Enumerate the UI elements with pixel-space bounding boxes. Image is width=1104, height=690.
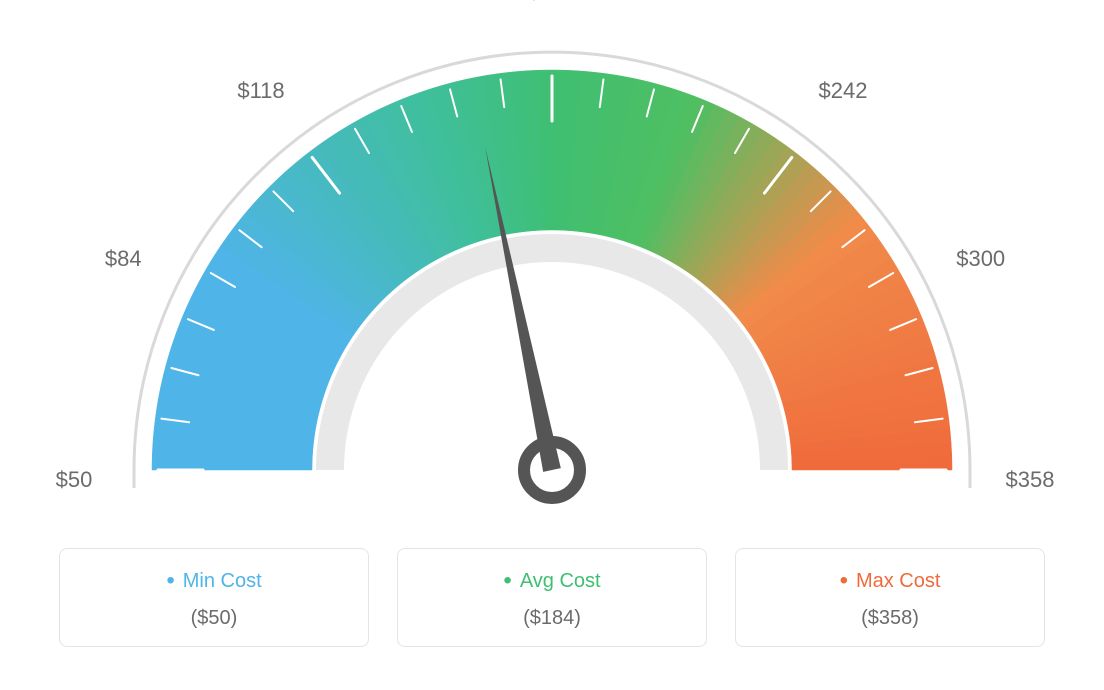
legend-max-value: ($358) — [736, 607, 1044, 630]
legend-min-label: Min Cost — [60, 567, 368, 595]
legend-avg-label: Avg Cost — [398, 567, 706, 595]
legend-card-min: Min Cost ($50) — [59, 548, 369, 647]
gauge-arc — [152, 70, 952, 470]
tick-label: $300 — [956, 246, 1005, 272]
tick-label: $358 — [1006, 467, 1055, 493]
cost-gauge: $50 $84 $118 $184 $242 $300 $358 — [0, 0, 1104, 540]
tick-label: $84 — [105, 246, 142, 272]
tick-label: $118 — [237, 78, 284, 104]
legend-row: Min Cost ($50) Avg Cost ($184) Max Cost … — [0, 548, 1104, 647]
legend-card-max: Max Cost ($358) — [735, 548, 1045, 647]
legend-max-label: Max Cost — [736, 567, 1044, 595]
tick-label: $242 — [819, 78, 868, 104]
gauge-svg — [0, 0, 1104, 540]
tick-label: $50 — [56, 467, 93, 493]
tick-label: $184 — [528, 0, 577, 5]
legend-avg-value: ($184) — [398, 607, 706, 630]
legend-min-value: ($50) — [60, 607, 368, 630]
legend-card-avg: Avg Cost ($184) — [397, 548, 707, 647]
